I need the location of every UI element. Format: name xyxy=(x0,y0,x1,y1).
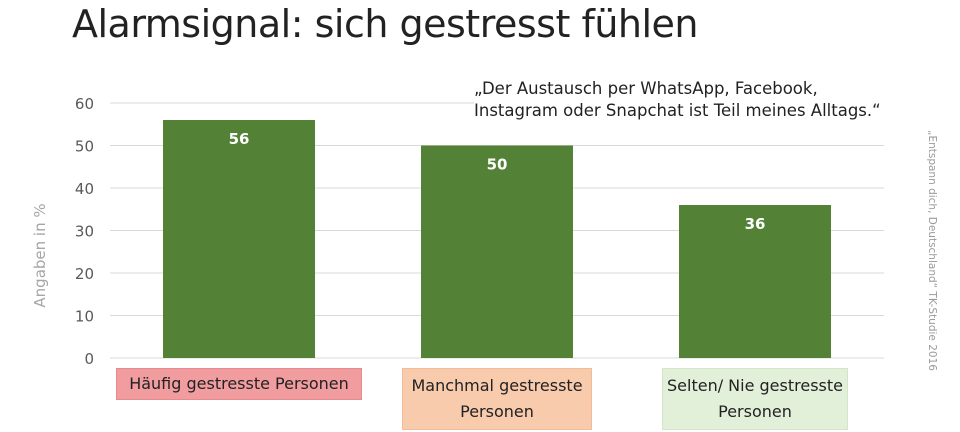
chart-title: Alarmsignal: sich gestresst fühlen xyxy=(72,2,699,46)
bar-value-label: 56 xyxy=(229,130,250,148)
bar xyxy=(421,145,573,358)
category-label-line: Häufig gestresste Personen xyxy=(129,374,349,393)
y-tick-label: 0 xyxy=(84,350,94,368)
quote-line-1: „Der Austausch per WhatsApp, Facebook, xyxy=(474,79,818,98)
category-label-line: Personen xyxy=(460,402,534,421)
quote-annotation: „Der Austausch per WhatsApp, Facebook, I… xyxy=(474,78,894,122)
category-label-line: Personen xyxy=(718,402,792,421)
y-axis-ticks: 0 10 20 30 40 50 60 xyxy=(75,95,94,368)
category-label: Häufig gestresste Personen xyxy=(116,368,362,400)
bars xyxy=(163,120,831,358)
y-tick-label: 30 xyxy=(75,223,94,241)
data-labels: 56 50 36 xyxy=(229,130,766,233)
y-axis-label: Angaben in % xyxy=(31,203,49,307)
y-tick-label: 60 xyxy=(75,95,94,113)
category-label-line: Manchmal gestresste xyxy=(411,376,583,395)
y-tick-label: 20 xyxy=(75,265,94,283)
bar-value-label: 50 xyxy=(487,156,508,174)
category-label: Selten/ Nie gestresste Personen xyxy=(662,368,848,430)
y-tick-label: 40 xyxy=(75,180,94,198)
bar xyxy=(163,120,315,358)
y-tick-label: 50 xyxy=(75,138,94,156)
bar xyxy=(679,205,831,358)
y-tick-label: 10 xyxy=(75,308,94,326)
category-label-line: Selten/ Nie gestresste xyxy=(667,376,843,395)
source-note: „Entspann dich, Deutschland“ TK-Studie 2… xyxy=(926,130,938,371)
quote-line-2: Instagram oder Snapchat ist Teil meines … xyxy=(474,101,881,120)
bar-value-label: 36 xyxy=(745,215,766,233)
category-label: Manchmal gestresste Personen xyxy=(402,368,592,430)
